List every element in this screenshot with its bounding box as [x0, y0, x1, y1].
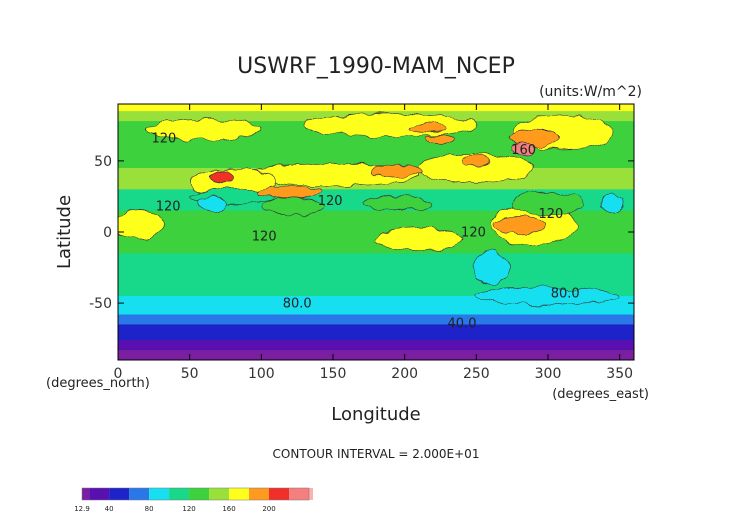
band-13: [118, 331, 634, 341]
y-tick-label-50: 50: [94, 154, 112, 170]
band-0: [118, 104, 634, 112]
colorbar-swatch-2: [109, 488, 130, 500]
colorbar-swatch-7: [209, 488, 230, 500]
feature-25: [425, 134, 456, 145]
contour-label-9: 40.0: [448, 316, 477, 331]
y-unit-label: (degrees_north): [46, 376, 150, 391]
band-12: [118, 324, 634, 333]
chart-title: USWRF_1990-MAM_NCEP: [237, 54, 515, 79]
y-tick-label-0: 0: [103, 225, 112, 241]
band-7: [118, 253, 634, 276]
x-tick-label-100: 100: [248, 366, 275, 382]
colorbar-swatch-4: [149, 488, 170, 500]
feature-13: [261, 197, 325, 216]
contour-label-1: 120: [318, 194, 343, 209]
x-tick-label-250: 250: [463, 366, 490, 382]
feature-22: [493, 216, 546, 234]
colorbar-swatch-6: [189, 488, 210, 500]
colorbar-swatch-8: [229, 488, 250, 500]
plot-area: 120 120 120 120 120 120 160 80.0 80.0 40.0: [118, 104, 634, 360]
units-label: (units:W/m^2): [539, 84, 642, 100]
feature-12: [511, 191, 585, 216]
colorbar-frame: [81, 487, 310, 501]
colorbar-swatch-3: [129, 488, 150, 500]
colorbar: [81, 487, 313, 501]
feature-9: [476, 287, 620, 305]
contour-interval: CONTOUR INTERVAL = 2.000E+01: [273, 447, 480, 461]
feature-8: [375, 227, 463, 251]
contour-label-0: 120: [151, 131, 176, 146]
colorbar-tick-label-1: 80: [145, 505, 154, 513]
feature-20: [408, 123, 444, 133]
x-tick-label-50: 50: [181, 366, 199, 382]
colorbar-tick-label-0: 40: [105, 505, 114, 513]
colorbar-tick-label-3: 160: [222, 505, 235, 513]
colorbar-swatch-0: [82, 488, 90, 500]
feature-1: [304, 113, 477, 138]
feature-15: [600, 194, 625, 213]
x-axis-ticks: 0 50 100 150 200 250 300 350: [114, 104, 633, 382]
x-tick-label-150: 150: [320, 366, 347, 382]
x-tick-label-0: 0: [114, 366, 123, 382]
contour-label-7: 80.0: [283, 296, 312, 311]
x-axis-title: Longitude: [331, 404, 421, 425]
colorbar-swatch-1: [89, 488, 110, 500]
colorbar-swatch-12: [309, 488, 313, 500]
band-11: [118, 314, 634, 326]
feature-21: [461, 154, 491, 167]
feature-19: [371, 164, 424, 177]
contour-label-5: 120: [156, 200, 181, 215]
band-9: [118, 296, 634, 307]
feature-17: [210, 169, 235, 184]
band-10: [118, 305, 634, 316]
x-unit-label: (degrees_east): [552, 387, 649, 402]
feature-16: [473, 250, 509, 285]
band-14: [118, 340, 634, 351]
contour-label-6: 160: [511, 143, 536, 158]
field-features: [118, 113, 625, 305]
colorbar-min-label: 12.9: [74, 505, 90, 513]
feature-14: [196, 196, 226, 211]
x-tick-label-200: 200: [391, 366, 418, 382]
x-tick-label-350: 350: [606, 366, 633, 382]
contour-label-4: 120: [538, 207, 563, 222]
band-15: [118, 350, 634, 360]
colorbar-swatch-10: [269, 488, 290, 500]
y-axis-ticks: -50 0 50: [89, 154, 634, 312]
colorbar-swatch-11: [289, 488, 309, 500]
colorbar-tick-label-4: 200: [262, 505, 275, 513]
y-axis-title: Latitude: [54, 195, 75, 269]
colorbar-swatch-9: [249, 488, 270, 500]
feature-18: [258, 186, 322, 199]
y-tick-label--50: -50: [89, 296, 112, 312]
colorbar-labels: 12.9 40 80 120 160 200: [74, 505, 276, 513]
feature-24: [511, 143, 536, 156]
x-tick-label-300: 300: [535, 366, 562, 382]
feature-0: [146, 119, 262, 140]
contour-label-3: 120: [461, 225, 486, 240]
contour-labels: 120 120 120 120 120 120 160 80.0 80.0 40.0: [151, 131, 579, 331]
colorbar-swatch-5: [169, 488, 190, 500]
feature-11: [361, 196, 434, 211]
feature-7: [118, 210, 166, 240]
contour-label-2: 120: [252, 230, 277, 245]
colorbar-tick-label-2: 120: [182, 505, 195, 513]
contour-label-8: 80.0: [551, 286, 580, 301]
